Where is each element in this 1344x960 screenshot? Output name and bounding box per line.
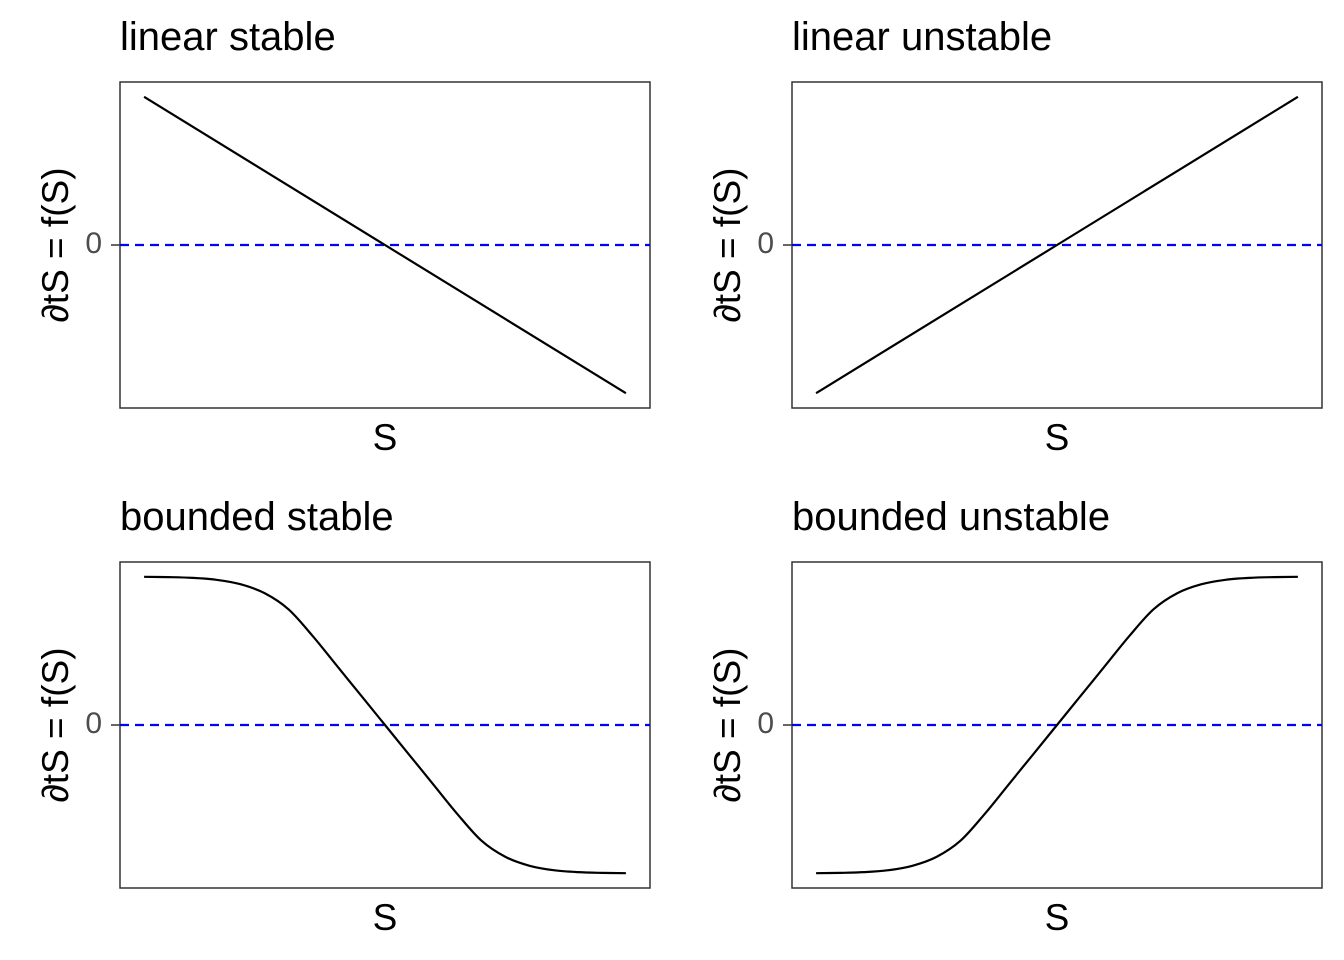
y-tick-label: 0 bbox=[85, 227, 102, 260]
y-tick-label: 0 bbox=[757, 227, 774, 260]
panel-title: bounded stable bbox=[120, 495, 394, 539]
x-axis-label: S bbox=[1045, 897, 1070, 938]
y-tick-label: 0 bbox=[85, 707, 102, 740]
x-axis-label: S bbox=[373, 897, 398, 938]
y-axis-label: ∂tS = f(S) bbox=[707, 167, 748, 322]
chart-panel: linear unstable S ∂tS = f(S) 0 bbox=[707, 15, 1323, 458]
chart-panel: bounded stable S ∂tS = f(S) 0 bbox=[35, 495, 651, 938]
chart-panel: linear stable S ∂tS = f(S) 0 bbox=[35, 15, 651, 458]
series-line bbox=[816, 575, 1298, 875]
panel-title: bounded unstable bbox=[792, 495, 1110, 539]
x-axis-label: S bbox=[373, 417, 398, 458]
series-line bbox=[143, 95, 627, 395]
series-line bbox=[815, 95, 1299, 395]
x-axis-label: S bbox=[1045, 417, 1070, 458]
panel-title: linear unstable bbox=[792, 15, 1052, 59]
y-axis-label: ∂tS = f(S) bbox=[35, 167, 76, 322]
y-axis-label: ∂tS = f(S) bbox=[707, 647, 748, 802]
series-line bbox=[144, 575, 626, 875]
panel-title: linear stable bbox=[120, 15, 336, 59]
chart-panel: bounded unstable S ∂tS = f(S) 0 bbox=[707, 495, 1323, 938]
y-tick-label: 0 bbox=[757, 707, 774, 740]
y-axis-label: ∂tS = f(S) bbox=[35, 647, 76, 802]
